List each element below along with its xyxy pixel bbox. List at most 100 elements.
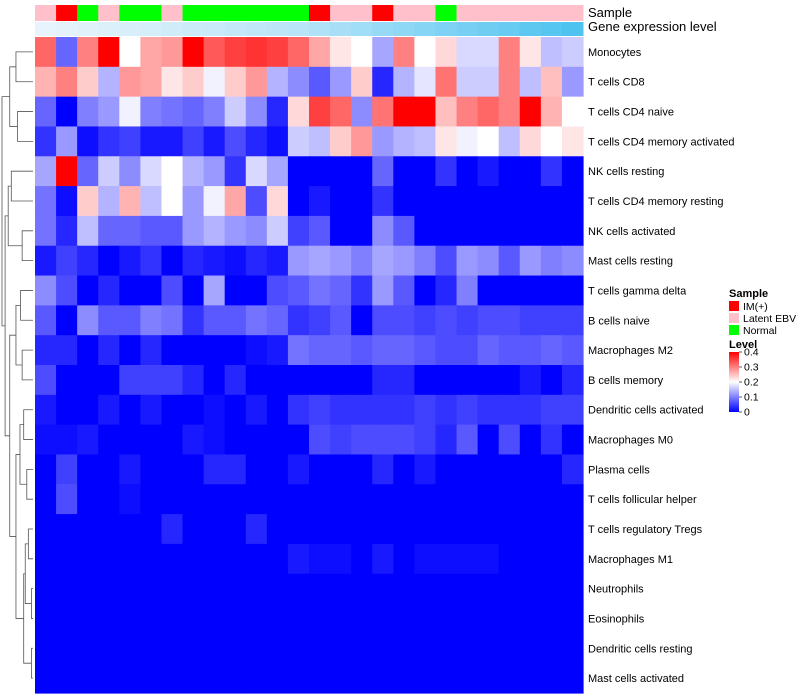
sample-annotation-cell [309,5,331,21]
sample-annotation-cell [540,5,563,21]
heatmap-cell [330,126,352,157]
heatmap-cell [498,603,521,634]
heatmap-cell [224,37,247,68]
heatmap-cell [140,514,163,545]
heatmap-cell [35,37,57,68]
heatmap-cell [351,96,373,128]
heatmap-cell [224,573,247,605]
heatmap-cell [203,156,226,187]
heatmap-cell [287,96,310,128]
heatmap-cell [98,186,120,217]
dendrogram-branch [15,51,33,83]
heatmap-cell [119,126,141,157]
row-label: T cells gamma delta [588,285,687,297]
heatmap-cell [98,514,120,545]
heatmap-cell [140,66,163,98]
heatmap-cell [456,215,479,247]
heatmap-cell [119,37,141,68]
heatmap-cell [203,514,226,545]
dendrogram-branch [21,349,33,381]
heatmap-cell [477,424,500,456]
heatmap-cell [561,215,584,247]
heatmap-cell [224,484,247,515]
heatmap-cell [182,394,205,426]
heatmap-cell [393,37,415,68]
heatmap-cell [35,573,57,605]
dendrogram-branch [7,185,23,247]
heatmap-cell [119,633,141,664]
heatmap-cell [140,454,163,485]
heatmap-cell [393,186,415,217]
heatmap-cell [351,186,373,217]
heatmap-cell [98,335,120,366]
heatmap-cell [372,37,394,68]
heatmap-cell [287,424,310,456]
heatmap-cell [435,66,458,98]
heatmap-cell [161,186,184,217]
heatmap-cell [56,245,78,277]
heatmap-cell [330,365,352,396]
dendrogram-branch [17,111,33,142]
heatmap-cell [98,245,120,277]
heatmap-cell [309,37,331,68]
heatmap-cell [393,96,415,128]
heatmap-cell [519,424,542,456]
heatmap-cell [140,633,163,664]
heatmap-cell [140,394,163,426]
level-colorbar [729,352,739,412]
row-label: NK cells resting [588,166,664,178]
heatmap-cell [35,215,57,247]
heatmap-cell [77,543,99,575]
sample-annotation-cell [98,5,120,21]
dendrogram-branch [20,290,33,321]
level-tick-label: 0.4 [744,347,759,359]
heatmap-cell [414,96,437,128]
heatmap-cell [161,633,184,664]
expression-annotation-cell [182,22,205,36]
heatmap-cell [372,633,394,664]
sample-annotation-cell [498,5,521,21]
heatmap-cell [98,424,120,456]
heatmap-cell [56,37,78,68]
heatmap-cell [203,454,226,485]
heatmap-cell [56,603,78,634]
sample-annotation-bar [35,5,584,21]
heatmap-cell [56,126,78,157]
heatmap-cell [477,96,500,128]
heatmap-cell [393,245,415,277]
expression-annotation-cell [351,22,373,36]
heatmap-cell [435,305,458,336]
heatmap-cell [56,394,78,426]
heatmap-cell [435,335,458,366]
heatmap-cell [35,186,57,217]
dendrogram-branch [10,170,33,202]
heatmap-cell [414,365,437,396]
heatmap-cell [456,394,479,426]
heatmap-cell [330,66,352,98]
heatmap-cell [35,365,57,396]
heatmap-cell [77,573,99,605]
heatmap-cell [519,305,542,336]
heatmap-cell [519,245,542,277]
heatmap-cell [245,186,268,217]
expression-annotation-cell [119,22,141,36]
expression-annotation-bar [35,22,584,36]
heatmap-cell [351,573,373,605]
heatmap-cell [540,514,563,545]
heatmap-cell [98,603,120,634]
heatmap-cell [35,305,57,336]
heatmap-cell [561,543,584,575]
heatmap-cell [372,365,394,396]
heatmap-cell [161,543,184,575]
heatmap-cell [477,394,500,426]
row-label: T cells CD8 [588,77,645,89]
heatmap-cell [519,126,542,157]
heatmap-cell [477,66,500,98]
heatmap-cell [119,96,141,128]
heatmap-cell [351,305,373,336]
heatmap-cell [287,275,310,306]
heatmap-cell [56,305,78,336]
heatmap-cell [224,156,247,187]
heatmap-cell [77,514,99,545]
heatmap-cell [456,37,479,68]
